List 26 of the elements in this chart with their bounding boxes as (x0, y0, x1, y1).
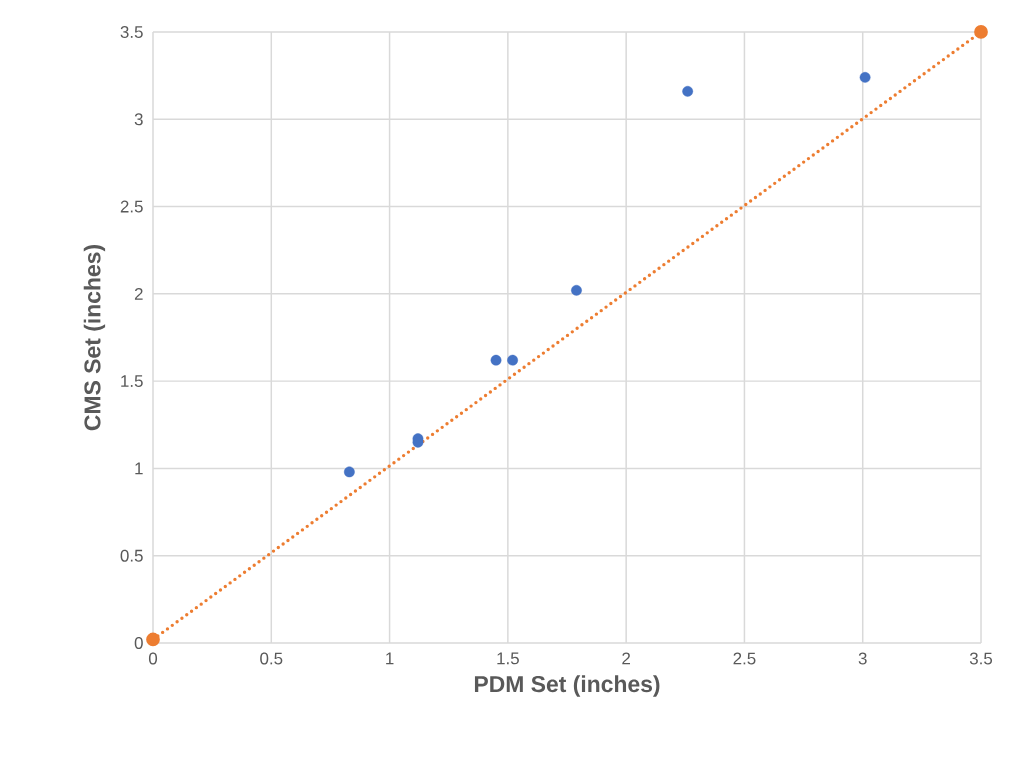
y-tick-label: 0.5 (120, 549, 143, 562)
x-tick-label: 0 (148, 652, 158, 665)
point (571, 284, 582, 296)
x-tick-label: 2.5 (733, 652, 756, 665)
x-tick-label: 3 (858, 652, 867, 665)
x-axis-title: PDM Set (inches) (474, 675, 660, 697)
y-tick-label: 3 (134, 113, 143, 126)
y-tick-label: 1 (135, 462, 143, 475)
y-axis-title: CMS Set (inches) (83, 245, 106, 431)
point (859, 71, 871, 83)
y-tick-label: 2 (134, 287, 143, 300)
y-tick-label: 2.5 (120, 200, 143, 213)
y-tick-label: 0 (134, 636, 143, 649)
x-tick-label: 1 (386, 652, 394, 665)
point (682, 85, 694, 97)
point (343, 466, 355, 478)
point (974, 25, 988, 39)
x-tick-label: 0.5 (260, 652, 283, 665)
x-tick-label: 3.5 (969, 652, 993, 665)
point (507, 354, 518, 366)
point (490, 354, 502, 366)
x-tick-label: 2 (622, 652, 630, 665)
point (146, 632, 160, 647)
y-tick-label: 1.5 (121, 375, 143, 388)
x-tick-label: 1.5 (497, 652, 519, 665)
y-tick-label: 3.5 (120, 25, 143, 38)
